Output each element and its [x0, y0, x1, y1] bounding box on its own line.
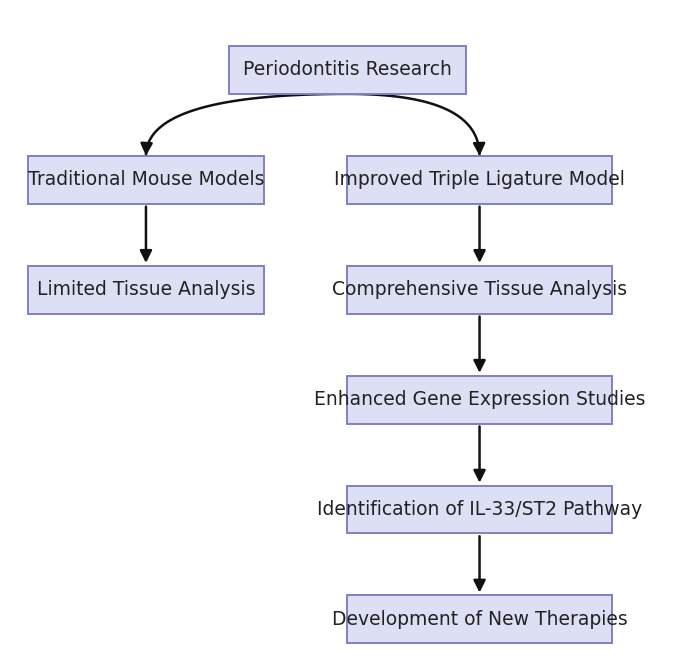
Text: Comprehensive Tissue Analysis: Comprehensive Tissue Analysis — [332, 280, 627, 299]
Text: Traditional Mouse Models: Traditional Mouse Models — [28, 170, 264, 189]
FancyBboxPatch shape — [348, 376, 612, 424]
Text: Periodontitis Research: Periodontitis Research — [243, 61, 452, 79]
Text: Improved Triple Ligature Model: Improved Triple Ligature Model — [334, 170, 625, 189]
FancyBboxPatch shape — [348, 595, 612, 643]
FancyBboxPatch shape — [348, 266, 612, 314]
FancyBboxPatch shape — [348, 486, 612, 533]
FancyBboxPatch shape — [229, 46, 466, 94]
FancyBboxPatch shape — [28, 266, 264, 314]
FancyBboxPatch shape — [28, 156, 264, 204]
Text: Limited Tissue Analysis: Limited Tissue Analysis — [37, 280, 255, 299]
Text: Identification of IL-33/ST2 Pathway: Identification of IL-33/ST2 Pathway — [317, 500, 642, 519]
FancyBboxPatch shape — [348, 156, 612, 204]
Text: Development of New Therapies: Development of New Therapies — [332, 610, 628, 629]
Text: Enhanced Gene Expression Studies: Enhanced Gene Expression Studies — [314, 390, 645, 409]
